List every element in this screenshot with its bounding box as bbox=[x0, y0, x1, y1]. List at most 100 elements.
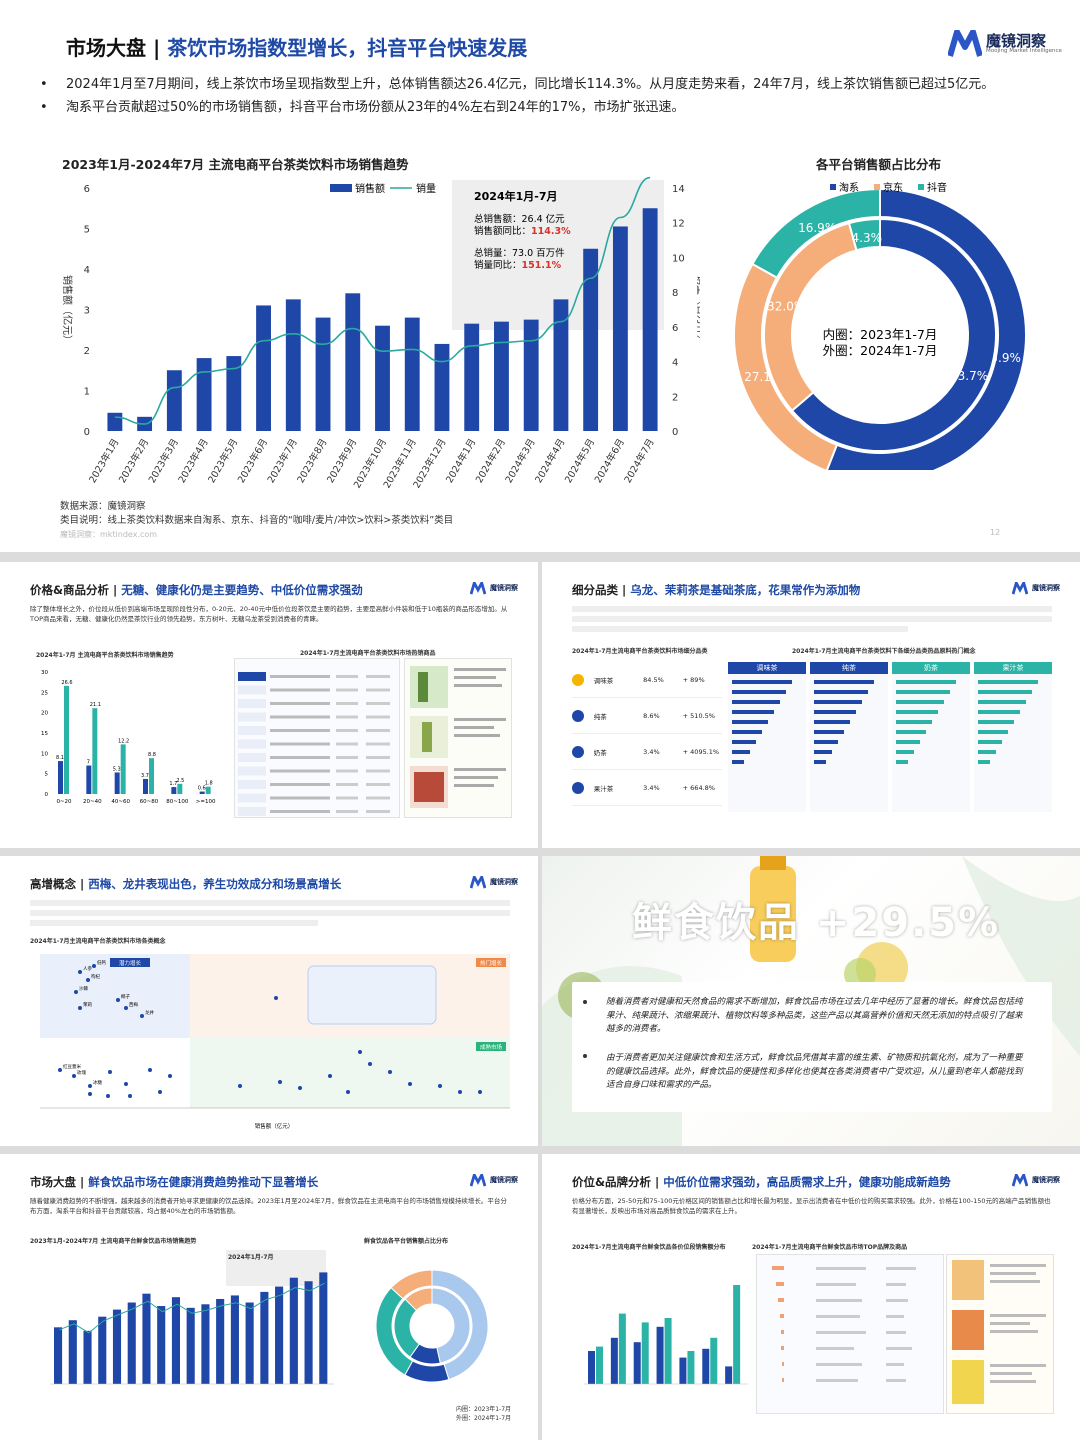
scatter-point bbox=[58, 1068, 62, 1072]
bar-2024 bbox=[596, 1346, 603, 1384]
scatter-point bbox=[128, 1094, 132, 1098]
bar bbox=[142, 1293, 151, 1384]
table-cell bbox=[238, 672, 266, 681]
table-cell bbox=[270, 810, 330, 813]
data-label: 1.8 bbox=[205, 781, 213, 787]
page-number: 12 bbox=[990, 528, 1001, 537]
x-tick-label: 2024年6月 bbox=[592, 437, 627, 486]
brand-logo: 魔镜洞察 bbox=[1012, 582, 1060, 595]
point-label: 沙棘 bbox=[79, 986, 88, 992]
bar bbox=[345, 293, 361, 431]
bar bbox=[304, 1281, 313, 1384]
scatter-point bbox=[72, 1074, 76, 1078]
bar bbox=[583, 248, 599, 431]
annotation-total-volume: 总销量：73.0 百万件 bbox=[474, 247, 565, 259]
table-cell bbox=[336, 810, 358, 813]
slide-fresh-market: 市场大盘 | 鲜食饮品市场在健康消费趋势推动下显著增长 魔镜洞察 随着健康消费趋… bbox=[0, 1154, 538, 1440]
bar bbox=[375, 325, 390, 431]
table-cell bbox=[366, 729, 390, 732]
bar bbox=[245, 1302, 254, 1384]
bar bbox=[112, 1309, 122, 1384]
bar-2023 bbox=[588, 1351, 595, 1384]
bar bbox=[171, 1297, 180, 1384]
y-tick-left: 2 bbox=[84, 346, 90, 357]
bar-2023 bbox=[86, 765, 92, 794]
x-tick-label: 2023年5月 bbox=[205, 437, 240, 486]
logo-m-icon bbox=[470, 876, 486, 889]
bar-2023 bbox=[58, 761, 63, 794]
bar bbox=[98, 1316, 107, 1384]
bullet-1: 2024年1月至7月期间，线上茶饮市场呈现指数型上升，总体销售额达26.4亿元，… bbox=[40, 74, 1040, 95]
inner-ring-slice-淘系 bbox=[790, 217, 997, 452]
x-tick: 80~100 bbox=[166, 799, 189, 805]
slide-text: 除了整体增长之外，价位段从低价到高端市场呈现阶段性分布，0-20元、20-40元… bbox=[30, 605, 508, 623]
point-label: 椰子 bbox=[121, 993, 130, 1000]
table-cell bbox=[270, 796, 330, 800]
table-cell bbox=[336, 783, 358, 786]
point-label: 茉莉 bbox=[83, 1001, 92, 1008]
logo-m-icon bbox=[470, 582, 486, 595]
scatter-point bbox=[88, 1092, 92, 1096]
bar bbox=[434, 343, 450, 431]
bar bbox=[523, 319, 539, 431]
x-tick: 0~20 bbox=[56, 799, 72, 805]
scatter-point bbox=[92, 964, 96, 968]
tag-potential-label: 潜力增长 bbox=[119, 959, 142, 967]
bar-2024 bbox=[687, 1351, 695, 1384]
bar-2024 bbox=[205, 786, 211, 794]
bar bbox=[494, 321, 509, 431]
donut-slice bbox=[431, 1287, 471, 1364]
table-cell bbox=[336, 742, 358, 746]
bullet-2: 淘系平台贡献超过50%的市场销售额，抖音平台市场份额从23年的4%左右到24年的… bbox=[40, 97, 1040, 118]
brand-logo: 魔镜洞察 bbox=[1012, 1174, 1060, 1187]
scatter-point bbox=[368, 1062, 372, 1066]
legend-label: 京东 bbox=[883, 181, 903, 194]
brand-logo: 魔镜洞察 bbox=[470, 1174, 518, 1187]
scatter-point bbox=[140, 1014, 144, 1018]
bar-2023 bbox=[656, 1326, 664, 1384]
x-tick-label: 2024年1月 bbox=[443, 437, 478, 486]
scatter-point bbox=[148, 1068, 152, 1072]
data-label: 8.1 bbox=[56, 755, 64, 761]
scatter-point bbox=[238, 1084, 242, 1088]
x-tick: 20~40 bbox=[83, 799, 102, 805]
bar bbox=[196, 358, 212, 431]
slide-title: 高增概念 | 西梅、龙井表现出色，养生功效成分和场景高增长 bbox=[30, 877, 342, 891]
x-tick-label: 2024年3月 bbox=[503, 437, 538, 486]
bar-2024 bbox=[733, 1285, 741, 1384]
y-tick-right: 14 bbox=[672, 184, 685, 195]
y-tick-right: 8 bbox=[672, 288, 678, 299]
summary-bullets: 2024年1月至7月期间，线上茶饮市场呈现指数型上升，总体销售额达26.4亿元，… bbox=[40, 74, 1040, 118]
y-tick-right: 12 bbox=[672, 219, 685, 230]
table-cell bbox=[366, 675, 390, 678]
table-cell bbox=[336, 715, 358, 719]
x-tick-label: 2023年3月 bbox=[146, 437, 181, 486]
bar bbox=[68, 1320, 77, 1384]
y-axis-label-right: 销量（百万件） bbox=[695, 275, 700, 345]
y-tick-right: 0 bbox=[672, 427, 678, 438]
fresh-price-bar-chart bbox=[584, 1285, 748, 1385]
scatter-point bbox=[346, 1090, 350, 1094]
scatter-point bbox=[458, 1090, 462, 1094]
legend-swatch-京东 bbox=[874, 184, 880, 190]
top-products-table-lines bbox=[238, 672, 390, 816]
bar bbox=[612, 226, 628, 431]
bar bbox=[186, 1307, 195, 1384]
bar-2023 bbox=[143, 778, 148, 794]
scatter-point bbox=[74, 990, 78, 994]
fresh-headline: 鲜食饮品 +29.5% bbox=[632, 900, 1001, 946]
slide-text bbox=[572, 604, 1052, 638]
slide-title: 价格&商品分析 | 无糖、健康化仍是主要趋势、中低价位需求强劲 bbox=[30, 583, 363, 597]
series-line-volume bbox=[114, 176, 651, 425]
x-tick: 60~80 bbox=[140, 799, 159, 805]
table-cell bbox=[336, 796, 358, 800]
bar bbox=[83, 1330, 92, 1384]
scatter-point bbox=[168, 1074, 172, 1078]
table-cell bbox=[270, 742, 330, 746]
scatter-point bbox=[124, 1006, 128, 1010]
table-cell bbox=[366, 796, 390, 800]
table-cell bbox=[336, 769, 358, 773]
top-products-table bbox=[234, 658, 400, 818]
table-cell bbox=[366, 702, 390, 705]
slide-text bbox=[30, 898, 510, 932]
